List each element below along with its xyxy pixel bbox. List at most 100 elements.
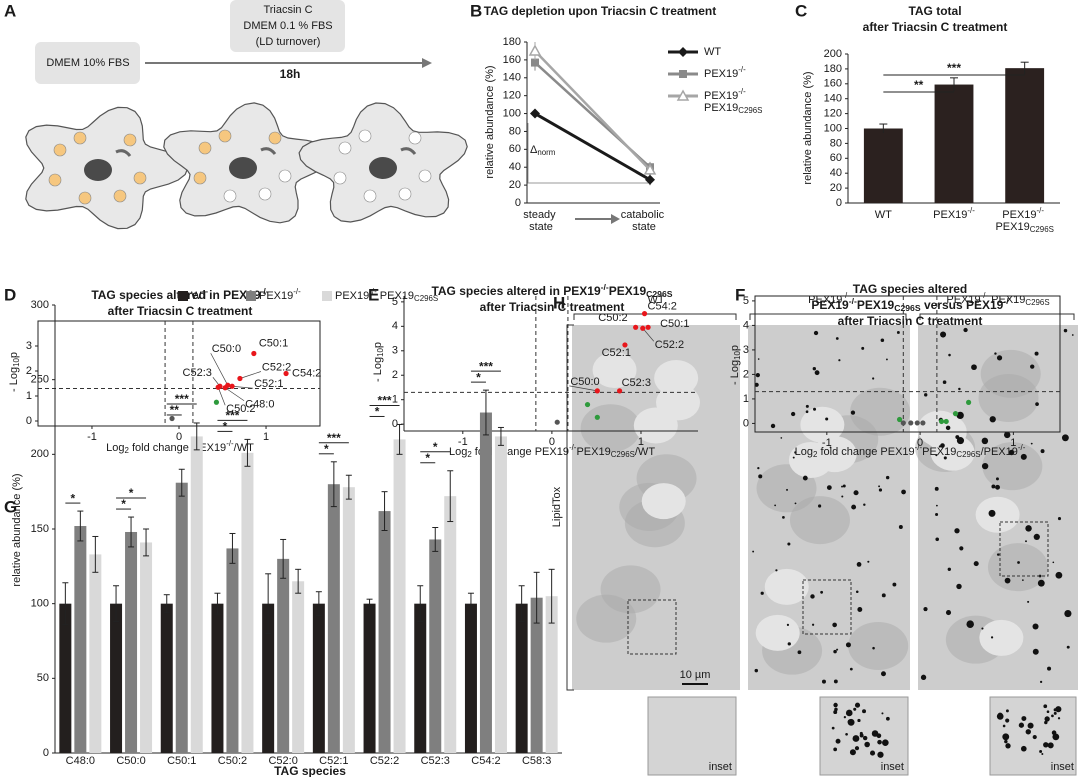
lipid-droplet bbox=[1052, 561, 1055, 564]
lipid-droplet bbox=[1002, 733, 1010, 741]
point bbox=[594, 388, 600, 394]
lipid-droplet bbox=[223, 189, 237, 203]
text-part: PEX19 bbox=[808, 294, 842, 306]
lipid-droplet bbox=[867, 560, 870, 563]
text-part: - Log bbox=[729, 360, 741, 385]
bar bbox=[934, 84, 974, 203]
lipid-droplet bbox=[814, 370, 820, 376]
text-part: WT bbox=[647, 294, 664, 306]
lipid-droplet bbox=[1035, 402, 1039, 406]
text-part: fold change PEX19 bbox=[817, 446, 914, 458]
panel-letter: H bbox=[553, 293, 565, 312]
text-part: PEX19 bbox=[988, 294, 1025, 306]
y-tick-label: 200 bbox=[824, 48, 842, 60]
x-axis-label: Log2 fold change PEX19-/-PEX19C296S/PEX1… bbox=[795, 443, 1026, 459]
lipid-droplet bbox=[843, 716, 847, 719]
text-part: /WT bbox=[234, 442, 254, 454]
lipid-droplet bbox=[757, 358, 760, 360]
lipid-droplet bbox=[864, 741, 870, 748]
y-tick-label: 50 bbox=[37, 672, 49, 684]
y-axis-label: - Log10p bbox=[372, 342, 385, 382]
lipid-droplet bbox=[920, 674, 927, 681]
text-part: PEX19 bbox=[704, 102, 738, 114]
lipid-droplet bbox=[896, 331, 900, 334]
point bbox=[222, 385, 228, 391]
nucleus bbox=[764, 568, 809, 605]
legend-swatch bbox=[246, 291, 256, 301]
y-tick-label: 40 bbox=[509, 161, 521, 173]
lipid-droplet bbox=[820, 590, 824, 594]
lipid-droplet bbox=[825, 417, 829, 421]
lipid-droplet bbox=[1027, 600, 1030, 603]
lipid-droplet bbox=[755, 373, 760, 378]
lipid-droplet bbox=[833, 702, 838, 708]
lipid-droplet bbox=[878, 488, 883, 492]
lipid-droplet bbox=[418, 169, 432, 183]
lipid-droplet bbox=[850, 410, 856, 415]
text-part: -/- bbox=[1037, 206, 1045, 215]
lipid-droplet bbox=[838, 359, 841, 362]
chart-title: after Triacsin C treatment bbox=[108, 304, 253, 318]
leader-line bbox=[232, 385, 254, 389]
lipid-droplet bbox=[787, 642, 791, 646]
lipid-droplet bbox=[892, 582, 897, 587]
lipid-droplet bbox=[193, 171, 207, 185]
bar bbox=[110, 603, 123, 753]
nucleus bbox=[656, 384, 701, 421]
lipid-droplet bbox=[988, 509, 996, 517]
inset-label: inset bbox=[1051, 761, 1074, 773]
significance: ** bbox=[170, 403, 180, 417]
inset-label: inset bbox=[881, 761, 904, 773]
text-part: PEX19 bbox=[1002, 209, 1036, 221]
text-part: 2 bbox=[467, 450, 471, 459]
lipid-droplet bbox=[872, 646, 875, 650]
x-tick-label: 0 bbox=[176, 431, 182, 443]
lipid-droplet bbox=[958, 387, 961, 391]
text-part: PEX19 bbox=[946, 294, 980, 306]
significance: * bbox=[375, 405, 380, 419]
chart-title: TAG total bbox=[908, 4, 961, 18]
point bbox=[943, 418, 949, 425]
text-part: - Log bbox=[372, 357, 384, 382]
text-part: C296S bbox=[646, 289, 673, 299]
point-label: C52:1 bbox=[602, 347, 631, 359]
plot-frame bbox=[754, 295, 1061, 433]
duration-label: 18h bbox=[280, 67, 301, 81]
lipid-droplet bbox=[1057, 517, 1062, 521]
lipid-droplet bbox=[940, 443, 945, 448]
treatment-label: DMEM 0.1 % FBS bbox=[243, 20, 332, 32]
marker bbox=[679, 70, 687, 78]
text-part: -/- bbox=[738, 87, 746, 96]
lipid-droplet bbox=[1005, 743, 1011, 749]
medium-box bbox=[35, 42, 140, 84]
lipid-droplet bbox=[792, 456, 795, 459]
lipid-droplet bbox=[851, 504, 857, 510]
lipid-droplet bbox=[885, 475, 890, 480]
lipid-droplet bbox=[981, 437, 989, 445]
lipid-droplet bbox=[786, 488, 788, 491]
text-part: WT bbox=[875, 209, 892, 221]
text-part: p bbox=[8, 352, 20, 358]
column-bracket bbox=[919, 313, 1075, 320]
lipid-droplet bbox=[1004, 739, 1008, 744]
lipid-droplet bbox=[358, 129, 372, 143]
lipid-droplet bbox=[853, 707, 857, 711]
inset-label: inset bbox=[709, 761, 732, 773]
lipid-droplet bbox=[1032, 623, 1039, 630]
bar bbox=[393, 439, 406, 753]
mitochondria bbox=[115, 149, 132, 157]
text-part: C296S bbox=[894, 303, 921, 313]
lipid-droplet bbox=[1022, 579, 1024, 581]
lipid-droplet bbox=[829, 446, 832, 449]
lipid-droplet bbox=[870, 750, 876, 756]
y-tick-label: 3 bbox=[392, 345, 398, 357]
lipid-droplet bbox=[1063, 328, 1068, 333]
point-label: C52:3 bbox=[622, 377, 651, 389]
text-part: -/ bbox=[1003, 296, 1009, 306]
legend-label: PEX19-/- bbox=[259, 287, 301, 302]
text-part: -/- bbox=[849, 296, 857, 306]
y-tick-label: 150 bbox=[31, 523, 49, 535]
significance: * bbox=[433, 440, 438, 454]
point bbox=[908, 420, 914, 426]
text-part: PEX19 bbox=[922, 446, 956, 458]
